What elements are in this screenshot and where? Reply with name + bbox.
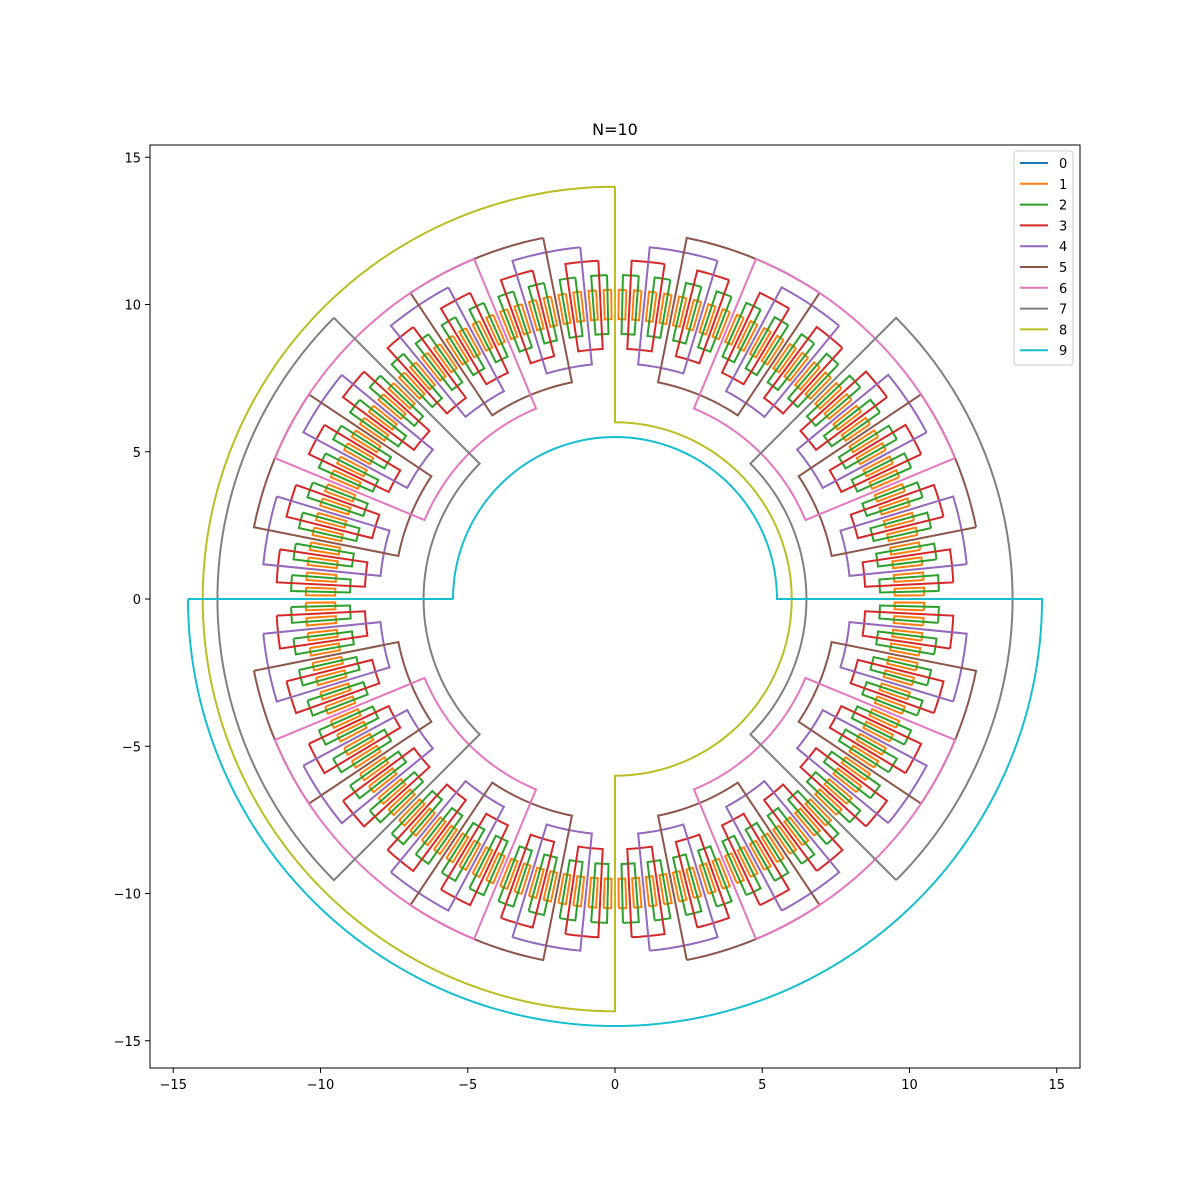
series-3-tab (674, 269, 731, 365)
series-3-tab (386, 326, 468, 415)
series-3-tab (626, 845, 666, 939)
chart-title: N=10 (592, 120, 638, 139)
y-tick-label: 5 (133, 446, 141, 461)
x-tick-label: −5 (458, 1078, 477, 1093)
legend-label: 1 (1059, 178, 1067, 193)
series-4-tab (390, 779, 506, 913)
legend-label: 9 (1059, 344, 1067, 359)
series-4-tab (637, 823, 719, 952)
series-3-tab (285, 483, 381, 540)
legend-label: 8 (1059, 323, 1067, 338)
series-3-tab (342, 746, 431, 828)
series-6 (273, 257, 957, 941)
x-tick-label: −10 (307, 1078, 334, 1093)
y-tick-label: 10 (124, 299, 141, 314)
series-4-tab (839, 495, 968, 577)
legend: 0 1 2 3 4 5 6 7 8 9 (1013, 150, 1074, 366)
series-3-tab (849, 658, 945, 715)
y-tick-label: 15 (124, 151, 141, 166)
series-3-tab (799, 746, 889, 828)
legend-label: 7 (1059, 303, 1067, 318)
series-3-tab (720, 812, 791, 907)
legend-label: 4 (1059, 240, 1067, 255)
legend-label: 3 (1059, 219, 1067, 234)
series-3-tab (674, 833, 731, 929)
series-3-tab (341, 370, 431, 452)
series-3-tab (275, 548, 369, 588)
series-4-tab (724, 779, 841, 912)
series-3 (275, 259, 955, 939)
series-8-line (201, 185, 793, 1013)
y-axis: −15 −10 −5 0 5 10 15 (114, 151, 150, 1050)
series-3-tab (499, 833, 556, 929)
series-5-tab (656, 781, 821, 962)
legend-label: 5 (1059, 261, 1067, 276)
y-tick-label: −5 (122, 740, 141, 755)
series-3-tab (499, 269, 556, 365)
x-axis: −15 −10 −5 0 5 10 15 (160, 1068, 1065, 1093)
series-6-tab (274, 676, 538, 941)
series-3-tab (626, 259, 666, 353)
series-7-tab (748, 316, 1014, 881)
y-tick-label: −10 (114, 888, 141, 903)
series-5-tab (409, 236, 574, 417)
series-4 (262, 246, 968, 952)
series-4-tab (839, 621, 968, 703)
series-3-tab (720, 291, 790, 386)
series-7 (216, 316, 1014, 882)
legend-label: 2 (1059, 199, 1067, 214)
series-3-tab (307, 704, 402, 775)
series-3-tab (861, 548, 955, 588)
series-4-tab (795, 373, 928, 490)
series-6-tab (273, 258, 538, 522)
series-7-tab (216, 317, 482, 882)
y-tick-label: −15 (114, 1035, 141, 1050)
series-5-tab (252, 640, 433, 805)
series-3-tab (440, 812, 510, 907)
series-5-tab (797, 393, 978, 558)
series-4-tab (724, 285, 840, 419)
series-4-tab (389, 286, 506, 419)
series-6-tab (692, 676, 957, 940)
x-tick-label: 10 (901, 1078, 918, 1093)
series-3-tab (564, 845, 604, 939)
series-8 (201, 185, 793, 1013)
x-tick-label: 5 (758, 1078, 766, 1093)
series-3-tab (828, 423, 923, 494)
series-3-tab (861, 610, 955, 650)
series-9 (186, 436, 1044, 1028)
series-4-tab (795, 708, 929, 824)
x-tick-label: 15 (1048, 1078, 1065, 1093)
series-6-tab (692, 257, 956, 522)
series-4-tab (637, 246, 719, 375)
series-3-tab (849, 483, 945, 540)
x-tick-label: −15 (160, 1078, 187, 1093)
series-3-tab (828, 704, 923, 774)
y-tick-label: 0 (133, 593, 141, 608)
series-3-tab (439, 291, 510, 386)
series-9-line (186, 436, 1044, 1028)
series-4-tab (511, 823, 593, 952)
series-4-tab (262, 495, 391, 577)
x-tick-label: 0 (611, 1078, 619, 1093)
plot-area (186, 185, 1044, 1028)
series-3-tab (762, 783, 844, 872)
series-4-tab (301, 374, 435, 490)
series-3-tab (762, 325, 844, 415)
legend-label: 0 (1059, 157, 1067, 172)
series-3-tab (799, 370, 888, 452)
series-4-tab (511, 246, 593, 375)
series-3-tab (275, 610, 369, 650)
series-4-tab (262, 621, 391, 703)
series-4-tab (302, 708, 435, 825)
series-3-tab (564, 259, 604, 353)
legend-label: 6 (1059, 282, 1067, 297)
series-3-tab (386, 783, 468, 873)
series-3-tab (285, 658, 381, 715)
series-3-tab (307, 424, 402, 494)
